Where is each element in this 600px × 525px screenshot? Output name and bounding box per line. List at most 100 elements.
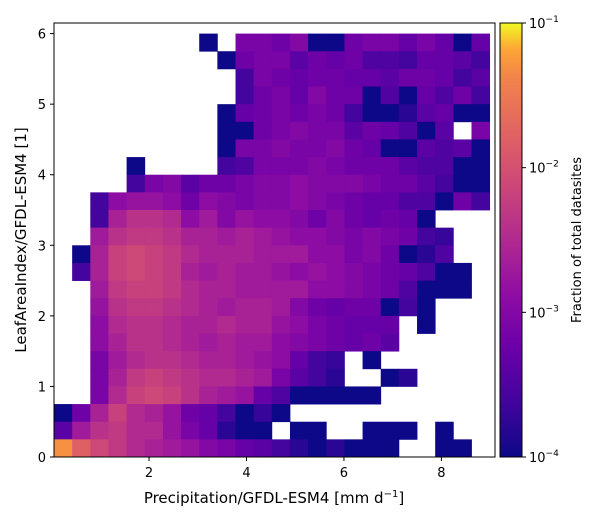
heatmap-cell <box>344 262 363 281</box>
heatmap-cell <box>108 404 127 423</box>
heatmap-cell <box>308 439 327 458</box>
heatmap-cell <box>453 174 472 193</box>
heatmap-cell <box>362 421 382 440</box>
heatmap-cell <box>289 262 309 281</box>
heatmap-cell <box>398 280 418 299</box>
heatmap-cell <box>108 192 127 211</box>
heatmap-cell <box>126 174 146 193</box>
heatmap-cell <box>435 86 454 105</box>
heatmap-cell <box>217 404 236 423</box>
heatmap-cell <box>417 157 436 176</box>
colorbar-tick-label: 10−3 <box>529 304 559 321</box>
heatmap-cell <box>398 68 418 87</box>
heatmap-cell <box>126 421 146 440</box>
heatmap-cell <box>308 192 327 211</box>
colorbar-label: Fraction of total datasites <box>570 157 585 323</box>
heatmap-cell <box>144 245 164 264</box>
heatmap-cells <box>54 33 491 458</box>
heatmap-cell <box>453 157 472 176</box>
heatmap-cell <box>90 227 109 246</box>
heatmap-cell <box>417 104 436 123</box>
heatmap-cell <box>253 262 273 281</box>
heatmap-cell <box>217 104 236 123</box>
heatmap-cell <box>271 227 291 246</box>
heatmap-cell <box>398 33 418 52</box>
heatmap-cell <box>162 298 182 317</box>
heatmap-cell <box>344 280 363 299</box>
heatmap-cell <box>271 368 291 387</box>
heatmap-cell <box>289 51 309 70</box>
heatmap-cell <box>271 51 291 70</box>
heatmap-cell <box>217 368 236 387</box>
heatmap-cell <box>380 51 400 70</box>
heatmap-cell <box>308 368 327 387</box>
heatmap-cell <box>380 139 400 158</box>
heatmap-cell <box>344 68 363 87</box>
heatmap-cell <box>253 210 273 229</box>
heatmap-cell <box>398 245 418 264</box>
heatmap-cell <box>253 139 273 158</box>
heatmap-cell <box>362 157 382 176</box>
heatmap-cell <box>271 386 291 405</box>
heatmap-cell <box>344 333 363 352</box>
heatmap-cell <box>435 33 454 52</box>
heatmap-cell <box>326 121 345 140</box>
heatmap-cell <box>289 192 309 211</box>
heatmap-cell <box>144 386 164 405</box>
heatmap-cell <box>181 192 200 211</box>
heatmap-cell <box>181 404 200 423</box>
heatmap-cell <box>199 298 218 317</box>
heatmap-cell <box>471 139 491 158</box>
heatmap-cell <box>362 51 382 70</box>
heatmap-cell <box>398 51 418 70</box>
heatmap-cell <box>144 439 164 458</box>
heatmap-cell <box>72 404 91 423</box>
heatmap-cell <box>398 210 418 229</box>
heatmap-cell <box>253 33 273 52</box>
heatmap-cell <box>380 86 400 105</box>
heatmap-cell <box>181 386 200 405</box>
heatmap-cell <box>181 439 200 458</box>
heatmap-cell <box>199 280 218 299</box>
x-axis-ticks: 2 4 6 8 <box>145 457 446 481</box>
heatmap-cell <box>362 262 382 281</box>
heatmap-cell <box>126 210 146 229</box>
heatmap-cell <box>126 368 146 387</box>
heatmap-cell <box>362 192 382 211</box>
heatmap-cell <box>326 351 345 370</box>
heatmap-cell <box>217 210 236 229</box>
heatmap-cell <box>90 386 109 405</box>
colorbar <box>500 23 522 457</box>
heatmap-cell <box>417 315 436 334</box>
heatmap-cell <box>380 368 400 387</box>
heatmap-cell <box>199 192 218 211</box>
heatmap-cell <box>271 104 291 123</box>
heatmap-cell <box>126 245 146 264</box>
heatmap-cell <box>380 280 400 299</box>
heatmap-cell <box>289 421 309 440</box>
heatmap-cell <box>181 174 200 193</box>
heatmap-cell <box>199 33 218 52</box>
heatmap-cell <box>417 139 436 158</box>
heatmap-cell <box>217 386 236 405</box>
heatmap-cell <box>362 386 382 405</box>
heatmap-cell <box>199 245 218 264</box>
heatmap-cell <box>235 386 255 405</box>
heatmap-cell <box>435 227 454 246</box>
heatmap-cell <box>453 192 472 211</box>
heatmap-cell <box>398 174 418 193</box>
heatmap-cell <box>217 439 236 458</box>
heatmap-cell <box>344 439 363 458</box>
heatmap-cell <box>199 333 218 352</box>
heatmap-cell <box>217 227 236 246</box>
heatmap-cell <box>271 210 291 229</box>
heatmap-cell <box>289 174 309 193</box>
heatmap-cell <box>471 192 491 211</box>
heatmap-cell <box>326 245 345 264</box>
heatmap-cell <box>344 121 363 140</box>
heatmap-cell <box>362 139 382 158</box>
heatmap-cell <box>144 421 164 440</box>
heatmap-cell <box>271 86 291 105</box>
heatmap-cell <box>362 351 382 370</box>
heatmap-cell <box>217 192 236 211</box>
